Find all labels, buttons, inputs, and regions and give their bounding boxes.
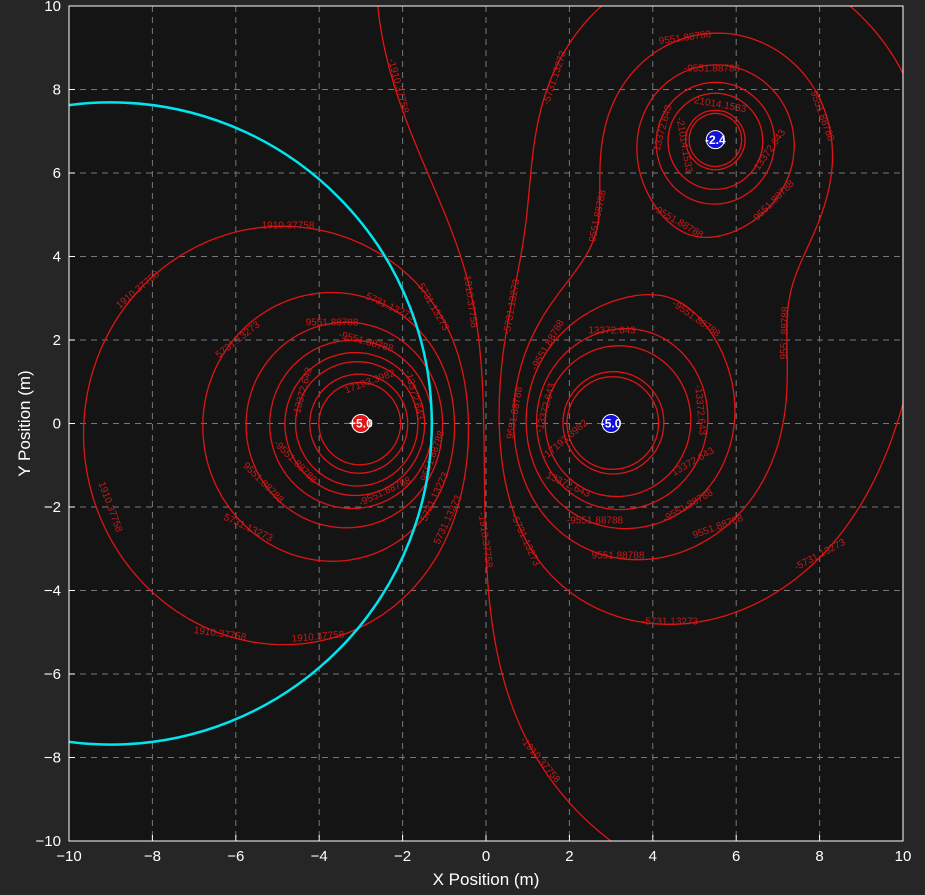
contour-line	[82, 225, 470, 646]
contour-line	[269, 339, 434, 510]
x-tick-label: 4	[649, 848, 657, 865]
y-tick-label: −10	[36, 833, 61, 850]
contour-line	[318, 381, 402, 466]
x-tick-label: −4	[311, 848, 328, 865]
x-tick-label: 2	[565, 848, 573, 865]
y-tick-label: −4	[44, 583, 61, 600]
contour-label: 1910.37758	[291, 629, 345, 645]
x-tick-label: 6	[732, 848, 740, 865]
x-tick-label: 8	[815, 848, 823, 865]
contour-label: -5731.13273	[642, 617, 699, 628]
contour-lines	[82, 6, 903, 841]
charge-marker	[351, 414, 371, 433]
x-tick-label: −6	[227, 848, 244, 865]
contour-label: 1910.37758	[262, 221, 315, 232]
contour-label: -13372.643	[692, 384, 707, 436]
x-axis-label: X Position (m)	[433, 870, 540, 889]
charge-marker	[601, 414, 621, 433]
y-tick-label: 6	[53, 165, 61, 182]
contour-label: -9551.88788	[684, 64, 741, 75]
contour-label: 9551.88788	[592, 551, 645, 562]
y-tick-label: −6	[44, 666, 61, 683]
charge-label: -2.4	[705, 133, 726, 147]
y-tick-label: 8	[53, 82, 61, 99]
charge-label: -5.0	[601, 417, 622, 431]
x-tick-label: −8	[144, 848, 161, 865]
contour-line	[294, 361, 419, 487]
contour-label: 13372.643	[588, 326, 636, 337]
contour-line	[544, 92, 764, 498]
contour-line	[562, 109, 746, 475]
contour-label: 9551.88788	[779, 306, 792, 360]
charge-label: +5.0	[349, 417, 373, 431]
contour-line	[284, 351, 426, 497]
y-tick-label: 0	[53, 416, 61, 433]
ticks: −10 −8 −6 −4 −2 0 2 4 6 8 10 −10 −8 −6 −4 −2 0 2 4 6 8 10	[36, 0, 912, 865]
x-tick-label: −2	[394, 848, 411, 865]
charges: +5.0 -5.0 -2.4	[349, 130, 726, 433]
y-tick-label: 10	[44, 0, 61, 15]
boundary-circle	[69, 101, 433, 746]
contour-line	[377, 6, 612, 841]
x-tick-label: 0	[482, 848, 490, 865]
contour-label: 9551.88788	[306, 318, 359, 329]
x-tick-label: 10	[895, 848, 912, 865]
contour-line	[525, 64, 795, 530]
x-tick-label: −10	[56, 848, 81, 865]
y-tick-label: −2	[44, 499, 61, 516]
contour-line	[498, 6, 903, 625]
y-tick-label: 4	[53, 249, 61, 266]
y-axis-label: Y Position (m)	[15, 370, 34, 476]
y-tick-label: −8	[44, 750, 61, 767]
contour-label: -9551.88788	[567, 516, 624, 527]
contour-line	[512, 32, 834, 561]
contour-line	[566, 112, 743, 470]
contour-line	[309, 373, 409, 474]
contour-line	[245, 321, 444, 529]
y-tick-label: 2	[53, 332, 61, 349]
charge-marker	[705, 130, 725, 150]
contour-line	[535, 81, 776, 511]
